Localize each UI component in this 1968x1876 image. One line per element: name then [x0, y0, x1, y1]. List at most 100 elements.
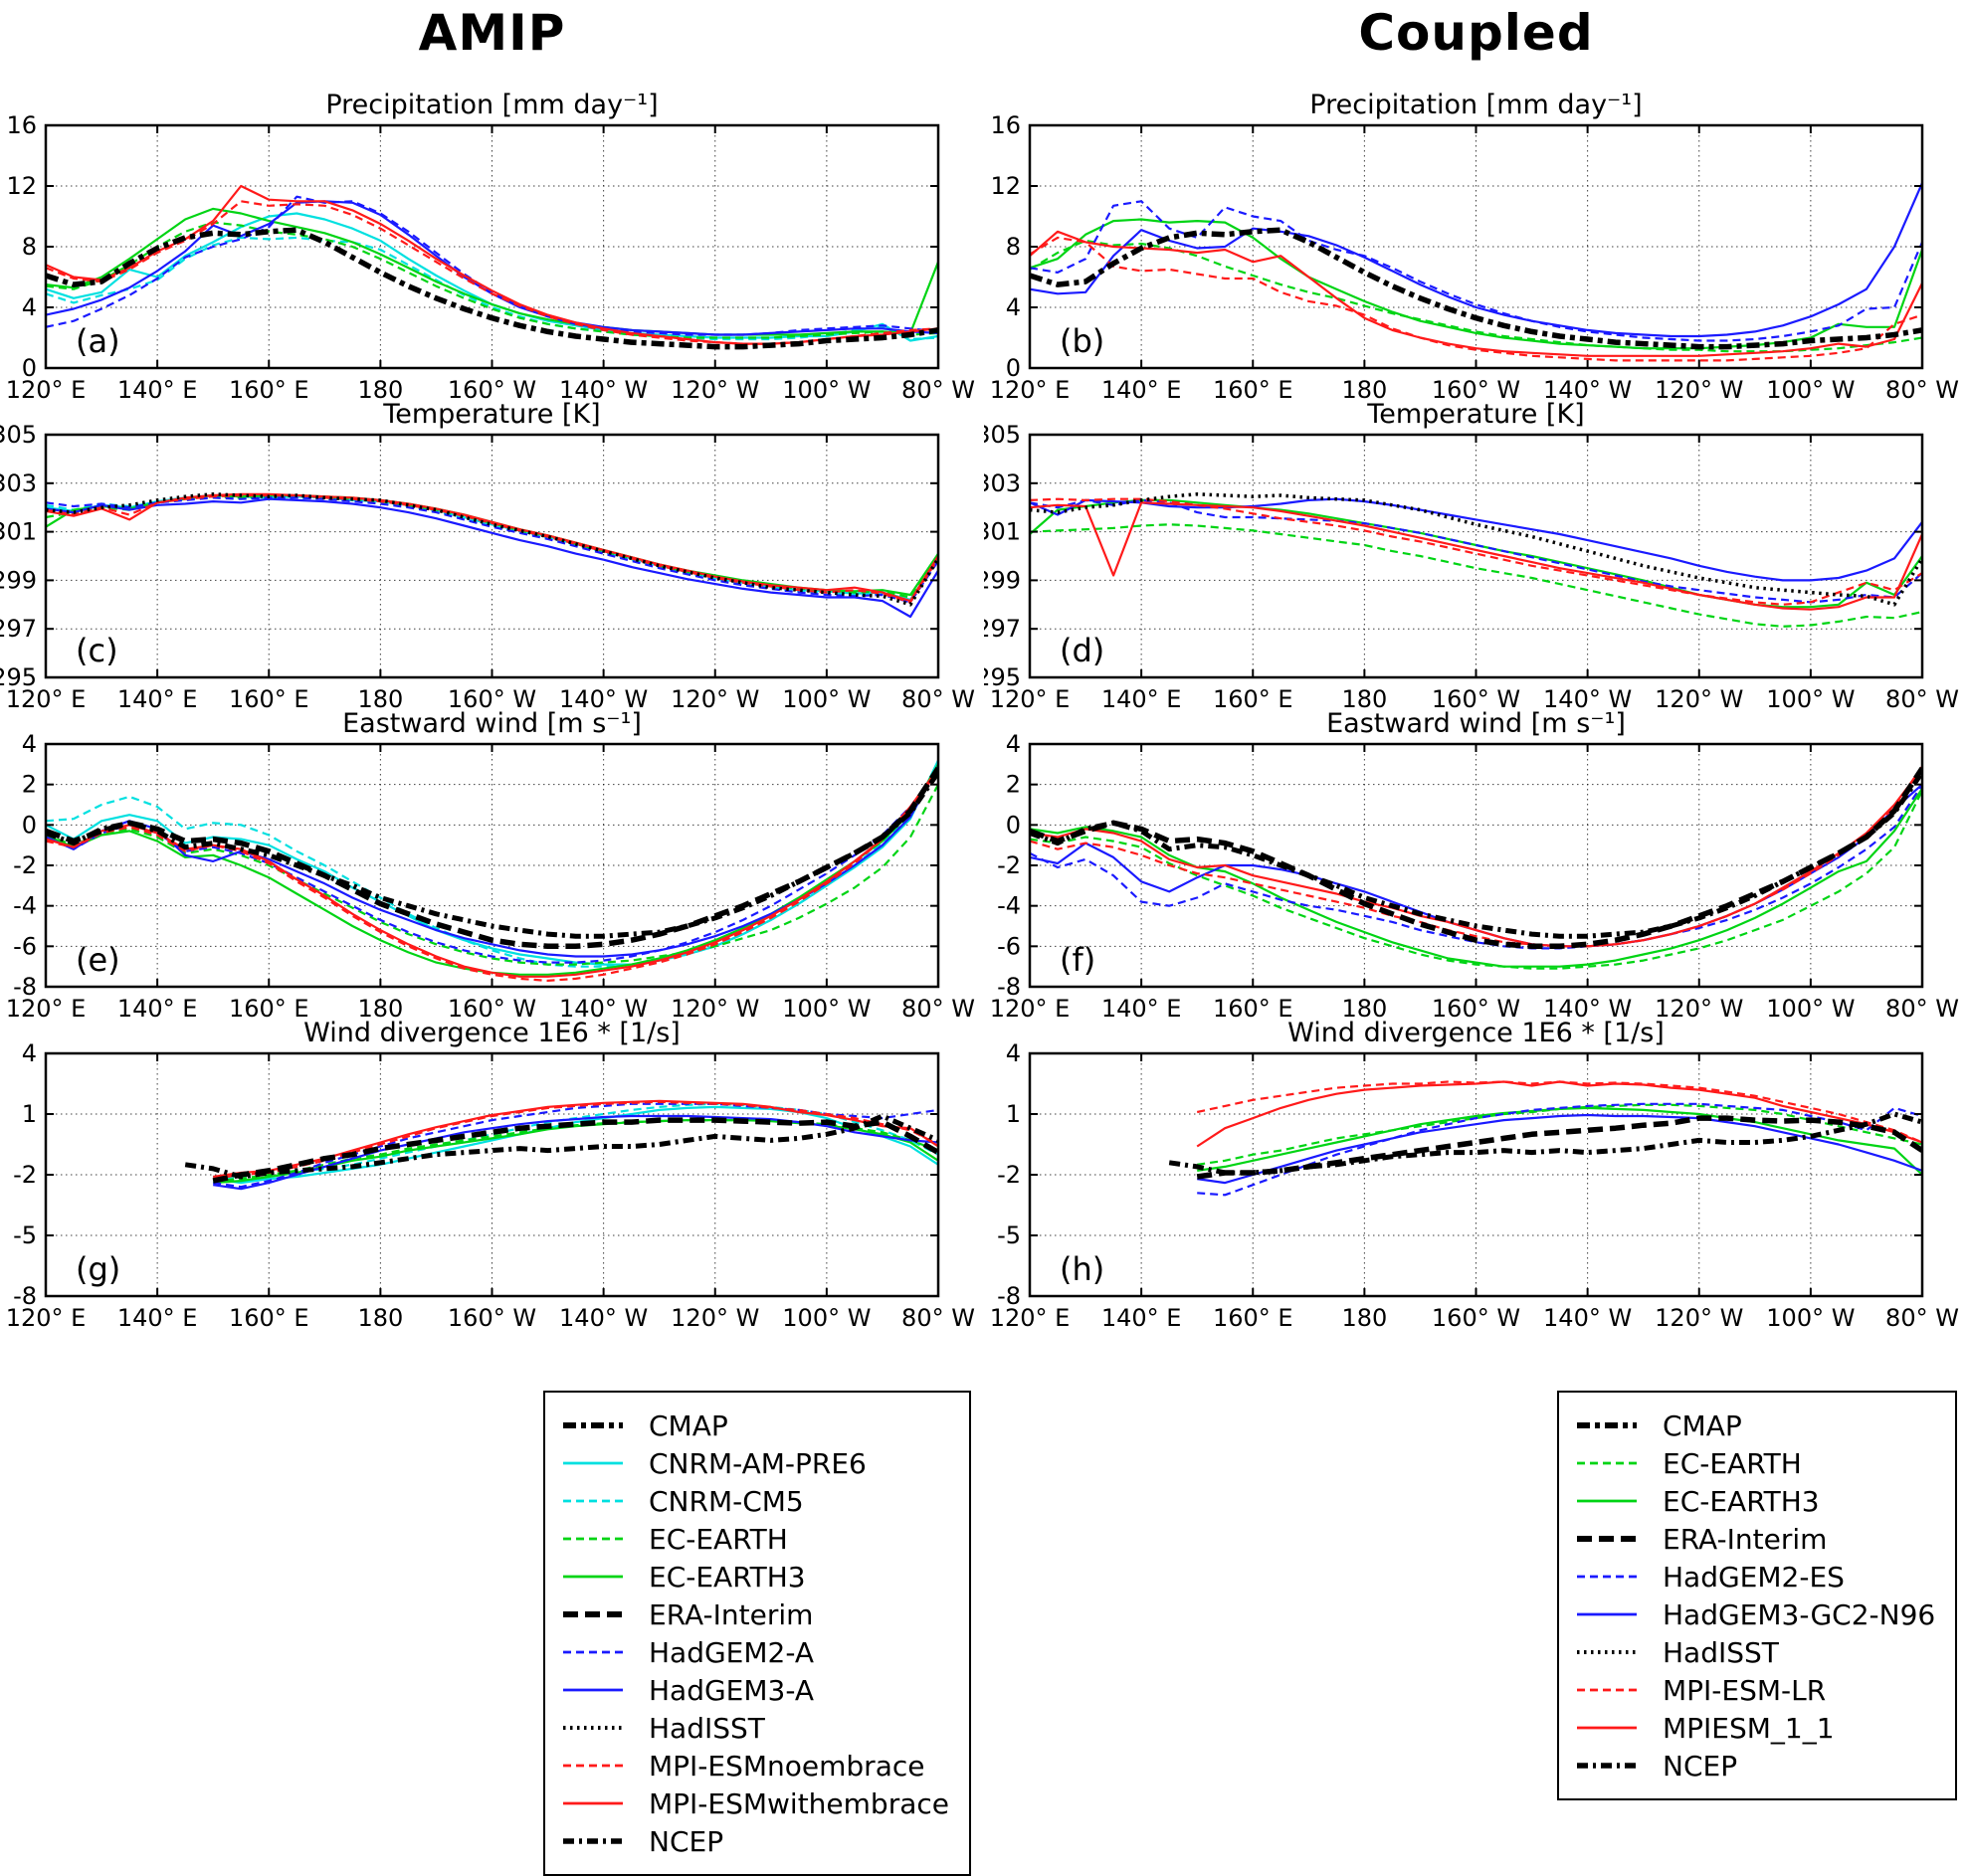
legend-item-EC-EARTH3: EC-EARTH3 — [1575, 1482, 1935, 1520]
series-MPIESM_1_1 — [1196, 1080, 1922, 1148]
series-CNRM-CM5 — [46, 236, 938, 341]
legend-line-sample-MPIESM_1_1 — [1577, 1726, 1637, 1730]
series-HadGEM3-A — [213, 1114, 938, 1191]
panel-title: Wind divergence 1E6 * [1/s] — [303, 1018, 681, 1048]
legend-line-sample-HadGEM2-ES — [1577, 1575, 1637, 1579]
series-HadGEM2-ES — [1197, 1102, 1922, 1197]
panel-letter: (h) — [1060, 1250, 1104, 1288]
y-tick-label: -2 — [13, 1161, 37, 1189]
x-tick-label: 80° W — [1885, 995, 1959, 1023]
x-tick-label: 160° E — [1213, 685, 1293, 713]
y-tick-label: 305 — [0, 421, 37, 449]
series-HadGEM3-A — [46, 497, 938, 619]
axes-frame — [1028, 742, 1924, 989]
x-tick-label: 100° W — [782, 685, 871, 713]
x-tick-label: 120° W — [1655, 685, 1743, 713]
panel-letter: (d) — [1060, 632, 1104, 669]
series-EC-EARTH — [46, 221, 938, 339]
series-HadGEM2-ES — [1030, 784, 1922, 950]
panel-title: Precipitation [mm day⁻¹] — [325, 90, 658, 120]
y-tick-label: -8 — [997, 973, 1021, 1001]
legend-label-MPI-ESMnoembrace: MPI-ESMnoembrace — [649, 1749, 925, 1782]
y-tick-label: 301 — [0, 518, 37, 546]
series-NCEP — [46, 771, 938, 939]
x-tick-label: 180 — [1341, 685, 1387, 713]
series-ERA-Interim — [46, 766, 938, 950]
series-EC-EARTH — [213, 1119, 938, 1183]
x-tick-label: 140° E — [117, 995, 198, 1023]
series-HadGEM2-ES — [1030, 498, 1922, 604]
axes-frame — [44, 433, 940, 679]
x-tick-label: 120° W — [1655, 376, 1743, 404]
x-tick-label: 100° W — [782, 376, 871, 404]
legend-line-sample-CMAP — [563, 1422, 623, 1428]
x-tick-label: 120° W — [671, 1304, 759, 1332]
legend-line-sample-HadGEM2-A — [563, 1650, 623, 1654]
x-tick-label: 140° E — [1101, 685, 1182, 713]
y-tick-label: 4 — [22, 730, 37, 758]
x-tick-label: 160° W — [448, 1304, 536, 1332]
panel-e-eastward-wind-amip: 120° E 140° E 160° E 180 160° W 140° W 120° W 1… — [0, 708, 984, 1029]
legend-label-NCEP: NCEP — [649, 1824, 724, 1858]
series-group — [46, 492, 938, 619]
x-tick-label: 120° E — [990, 685, 1071, 713]
chart-svg-c: 120° E 140° E 160° E 180 160° W 140° W 120° W 1… — [0, 399, 975, 713]
axes-frame — [44, 1051, 940, 1298]
panel-title: Temperature [K] — [1366, 399, 1584, 430]
chart-svg-b: 120° E 140° E 160° E 180 160° W 140° W 120° W 1… — [990, 90, 1959, 404]
y-tick-label: 8 — [1006, 233, 1021, 261]
y-tick-label: 4 — [1006, 1039, 1021, 1067]
legend-item-ERA-Interim: ERA-Interim — [1575, 1520, 1935, 1558]
y-tick-label: -6 — [997, 932, 1021, 960]
legend-label-HadGEM3-A: HadGEM3-A — [649, 1673, 814, 1707]
legend-label-MPI-ESMwithembrace: MPI-ESMwithembrace — [649, 1786, 949, 1820]
panel-letter: (g) — [76, 1250, 120, 1288]
series-group — [46, 184, 938, 350]
x-tick-label: 120° E — [990, 995, 1071, 1023]
x-tick-label: 120° W — [671, 685, 759, 713]
y-tick-label: 12 — [990, 172, 1021, 200]
chart-svg-g: 120° E 140° E 160° E 180 160° W 140° W 120° W 1… — [6, 1018, 975, 1332]
series-NCEP — [1168, 1111, 1922, 1176]
panel-f-eastward-wind-coupled: 120° E 140° E 160° E 180 160° W 140° W 120° W 1… — [984, 708, 1968, 1029]
y-tick-label: -8 — [997, 1282, 1021, 1310]
x-tick-label: 120° W — [671, 376, 759, 404]
panel-letter: (f) — [1060, 941, 1095, 979]
legend-label-ERA-Interim: ERA-Interim — [649, 1597, 814, 1631]
x-tick-label: 140° W — [559, 995, 648, 1023]
legend-line-sample-NCEP — [563, 1838, 623, 1844]
series-EC-EARTH3 — [1197, 1106, 1922, 1176]
series-MPI-ESMwithembrace — [46, 184, 938, 345]
legend-label-EC-EARTH3: EC-EARTH3 — [1663, 1484, 1820, 1518]
panel-letter: (a) — [76, 322, 120, 360]
x-tick-label: 140° E — [1101, 376, 1182, 404]
legend-item-MPI-ESMwithembrace: MPI-ESMwithembrace — [561, 1784, 949, 1822]
axes-frame — [1028, 433, 1924, 679]
y-tick-label: 1 — [22, 1100, 37, 1128]
legend-item-EC-EARTH: EC-EARTH — [1575, 1444, 1935, 1482]
panel-h-wind-divergence-coupled: 120° E 140° E 160° E 180 160° W 140° W 120° W 1… — [984, 1018, 1968, 1338]
x-tick-label: 140° E — [117, 1304, 198, 1332]
x-tick-label: 80° W — [1885, 376, 1959, 404]
x-tick-label: 160° W — [448, 995, 536, 1023]
legend-label-EC-EARTH: EC-EARTH — [649, 1522, 788, 1556]
legend-line-sample-HadGEM3-GC2-N96 — [1577, 1612, 1637, 1616]
legend-line-sample-NCEP — [1577, 1763, 1637, 1769]
x-tick-label: 120° E — [990, 1304, 1071, 1332]
y-tick-label: 4 — [22, 293, 37, 321]
legend-line-sample-EC-EARTH — [563, 1537, 623, 1541]
y-tick-label: 16 — [990, 111, 1021, 139]
y-tick-label: 295 — [0, 663, 37, 691]
x-tick-label: 180 — [357, 376, 403, 404]
y-tick-label: 16 — [6, 111, 37, 139]
x-tick-label: 180 — [357, 995, 403, 1023]
y-tick-label: 295 — [984, 663, 1021, 691]
y-tick-label: 0 — [1006, 811, 1021, 839]
x-tick-label: 120° E — [990, 376, 1071, 404]
x-tick-label: 120° W — [1655, 995, 1743, 1023]
legend-item-CNRM-AM-PRE6: CNRM-AM-PRE6 — [561, 1444, 949, 1482]
x-tick-label: 120° E — [6, 685, 87, 713]
x-tick-label: 100° W — [782, 1304, 871, 1332]
y-tick-label: 303 — [0, 469, 37, 497]
